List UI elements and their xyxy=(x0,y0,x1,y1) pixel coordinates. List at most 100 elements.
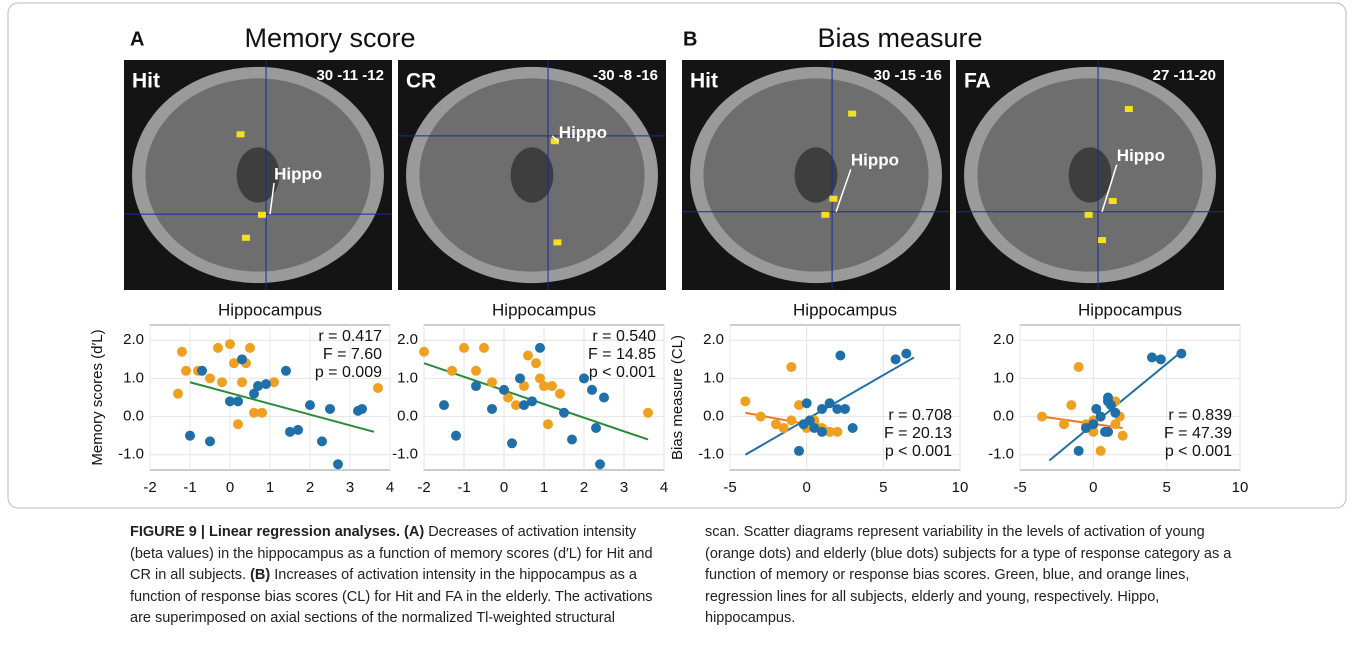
data-point xyxy=(317,436,327,446)
y-axis-label: Memory scores (d′L) xyxy=(89,329,106,465)
image-label: Hit xyxy=(690,70,718,93)
page: AMemory scoreBBias measureHit30 -11 -12H… xyxy=(0,0,1354,660)
data-point xyxy=(587,385,597,395)
y-tick-label: 0.0 xyxy=(397,408,418,425)
data-point xyxy=(559,408,569,418)
data-point xyxy=(740,396,750,406)
data-point xyxy=(832,427,842,437)
data-point xyxy=(591,423,601,433)
panel-letter: B xyxy=(683,28,697,50)
data-point xyxy=(205,373,215,383)
data-point xyxy=(595,459,605,469)
data-point xyxy=(451,431,461,441)
y-tick-label: -1.0 xyxy=(118,446,144,463)
activation-spot xyxy=(237,131,245,137)
data-point xyxy=(447,366,457,376)
x-tick-label: 5 xyxy=(879,479,887,496)
image-coords: 30 -15 -16 xyxy=(874,67,942,84)
data-point xyxy=(419,347,429,357)
data-point xyxy=(531,358,541,368)
data-point xyxy=(459,343,469,353)
x-tick-label: -1 xyxy=(457,479,470,496)
data-point xyxy=(479,343,489,353)
data-point xyxy=(1176,349,1186,359)
x-tick-label: 1 xyxy=(266,479,274,496)
image-annotation: Hippo xyxy=(274,164,322,183)
data-point xyxy=(471,366,481,376)
stat-label: p < 0.001 xyxy=(589,364,656,381)
x-tick-label: -1 xyxy=(183,479,196,496)
scatter-chart: HippocampusMemory scores (d′L)2.01.00.0-… xyxy=(89,300,394,495)
data-point xyxy=(794,446,804,456)
y-tick-label: 1.0 xyxy=(397,369,418,386)
panel-title: Memory score xyxy=(244,23,415,53)
stat-label: F = 14.85 xyxy=(588,346,656,363)
data-point xyxy=(1074,362,1084,372)
data-point xyxy=(840,404,850,414)
caption-text: FIGURE 9 | Linear regression analyses. xyxy=(130,524,400,540)
data-point xyxy=(579,373,589,383)
y-axis-label: Bias measure (CL) xyxy=(669,335,686,460)
activation-spot xyxy=(848,111,856,117)
data-point xyxy=(756,412,766,422)
stat-label: r = 0.540 xyxy=(592,328,656,345)
data-point xyxy=(1088,419,1098,429)
data-point xyxy=(507,438,517,448)
data-point xyxy=(177,347,187,357)
image-annotation: Hippo xyxy=(1117,146,1165,165)
data-point xyxy=(555,389,565,399)
stat-label: F = 7.60 xyxy=(323,346,382,363)
data-point xyxy=(1037,412,1047,422)
panel-letter: A xyxy=(130,28,144,50)
data-point xyxy=(543,419,553,429)
y-tick-label: 2.0 xyxy=(993,331,1014,348)
data-point xyxy=(471,381,481,391)
x-tick-label: 3 xyxy=(620,479,628,496)
y-tick-label: 2.0 xyxy=(123,331,144,348)
image-annotation: Hippo xyxy=(851,151,899,170)
activation-spot xyxy=(1125,106,1133,112)
scatter-chart: HippocampusBias measure (CL)2.01.00.0-1.… xyxy=(669,300,968,495)
y-tick-label: -1.0 xyxy=(988,446,1014,463)
data-point xyxy=(305,400,315,410)
data-point xyxy=(1118,431,1128,441)
y-tick-label: 2.0 xyxy=(397,331,418,348)
image-label: FA xyxy=(964,70,991,93)
data-point xyxy=(181,366,191,376)
data-point xyxy=(535,343,545,353)
data-point xyxy=(779,423,789,433)
data-point xyxy=(217,377,227,387)
activation-spot xyxy=(258,212,266,218)
y-tick-label: -1.0 xyxy=(698,446,724,463)
data-point xyxy=(293,425,303,435)
stat-label: r = 0.708 xyxy=(888,407,952,424)
x-tick-label: 1 xyxy=(540,479,548,496)
data-point xyxy=(237,377,247,387)
chart-title: Hippocampus xyxy=(218,300,322,319)
stat-label: p < 0.001 xyxy=(885,443,952,460)
data-point xyxy=(599,393,609,403)
y-tick-label: 2.0 xyxy=(703,331,724,348)
activation-spot xyxy=(829,196,837,202)
data-point xyxy=(527,396,537,406)
chart-title: Hippocampus xyxy=(492,300,596,319)
stat-label: p = 0.009 xyxy=(315,364,382,381)
x-tick-label: 2 xyxy=(306,479,314,496)
data-point xyxy=(197,366,207,376)
data-point xyxy=(257,408,267,418)
brain-midline xyxy=(795,147,838,202)
data-point xyxy=(1110,408,1120,418)
data-point xyxy=(1156,354,1166,364)
data-point xyxy=(891,354,901,364)
data-point xyxy=(225,339,235,349)
data-point xyxy=(439,400,449,410)
data-point xyxy=(233,396,243,406)
image-label: CR xyxy=(406,70,436,93)
image-coords: 27 -11-20 xyxy=(1153,67,1216,84)
data-point xyxy=(185,431,195,441)
data-point xyxy=(213,343,223,353)
y-tick-label: 0.0 xyxy=(703,408,724,425)
y-tick-label: 1.0 xyxy=(703,369,724,386)
